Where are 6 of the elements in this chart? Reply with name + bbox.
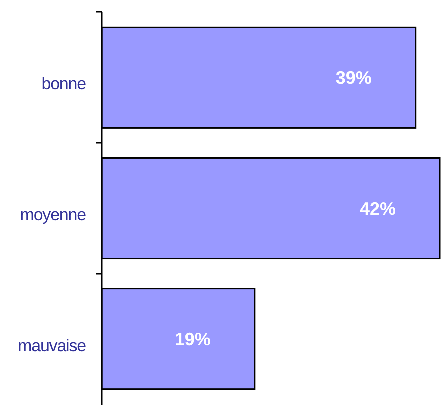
y-tick-label: mauvaise (18, 336, 86, 356)
y-tick-label: bonne (42, 74, 86, 94)
data-label: 42% (360, 198, 396, 219)
data-label: 39% (336, 68, 372, 88)
data-label: 19% (174, 329, 211, 350)
y-tick-label: moyenne (20, 205, 86, 224)
